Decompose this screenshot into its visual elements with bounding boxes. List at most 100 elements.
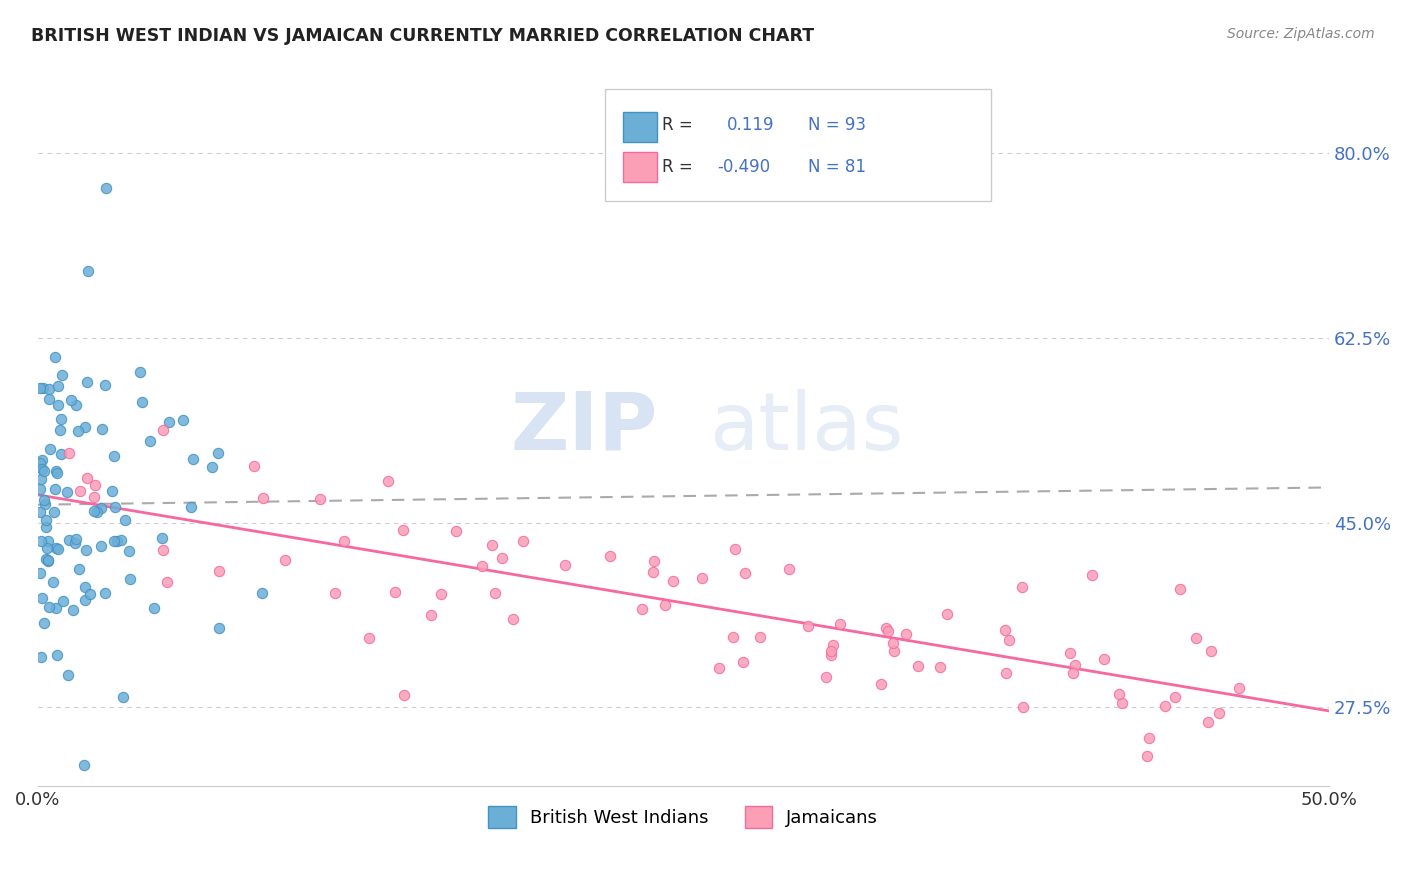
- Point: [34, 616, 56, 631]
- Point: [392, 688, 415, 702]
- Point: [45, 464, 67, 478]
- Point: [830, 617, 852, 632]
- Point: [690, 571, 713, 585]
- Text: 0.119: 0.119: [727, 116, 775, 134]
- Point: [1136, 749, 1159, 764]
- Point: [37, 533, 59, 548]
- Point: [75, 543, 97, 558]
- Point: [84, 477, 107, 491]
- Point: [599, 549, 621, 563]
- Point: [46, 466, 69, 480]
- Point: [1168, 582, 1191, 597]
- Point: [1137, 731, 1160, 746]
- Point: [325, 586, 347, 600]
- Text: Source: ZipAtlas.com: Source: ZipAtlas.com: [1227, 27, 1375, 41]
- Point: [1199, 644, 1222, 658]
- Point: [30, 482, 52, 496]
- Point: [797, 619, 820, 633]
- Point: [1227, 681, 1250, 695]
- Point: [56, 668, 79, 682]
- Point: [502, 611, 524, 625]
- Point: [30, 472, 52, 486]
- Point: [67, 562, 90, 576]
- Point: [1059, 646, 1081, 660]
- Point: [156, 575, 179, 590]
- Point: [32, 464, 55, 478]
- Point: [48, 542, 70, 557]
- Point: [30, 566, 52, 580]
- Point: [35, 551, 58, 566]
- Point: [1111, 696, 1133, 710]
- Point: [44, 350, 66, 364]
- Point: [631, 602, 654, 616]
- Point: [31, 453, 53, 467]
- Point: [52, 594, 75, 608]
- Point: [86, 505, 108, 519]
- Point: [420, 608, 443, 623]
- Point: [46, 379, 69, 393]
- Point: [201, 459, 224, 474]
- Point: [152, 423, 174, 437]
- Point: [65, 533, 87, 547]
- Point: [707, 661, 730, 675]
- Point: [491, 551, 513, 566]
- Point: [59, 393, 82, 408]
- Point: [51, 368, 73, 383]
- Point: [207, 446, 229, 460]
- Point: [208, 564, 231, 578]
- Point: [38, 392, 60, 406]
- Point: [118, 572, 141, 586]
- Point: [643, 554, 665, 568]
- Text: N = 81: N = 81: [808, 158, 866, 176]
- Point: [870, 677, 893, 691]
- Point: [39, 442, 62, 457]
- Point: [56, 485, 79, 500]
- Point: [1163, 690, 1185, 704]
- Point: [42, 574, 65, 589]
- Point: [471, 558, 494, 573]
- Point: [44, 482, 66, 496]
- Point: [994, 624, 1017, 638]
- Point: [45, 648, 67, 663]
- Point: [274, 553, 297, 567]
- Point: [1185, 631, 1208, 645]
- Point: [1012, 699, 1035, 714]
- Point: [392, 523, 415, 537]
- Point: [430, 587, 453, 601]
- Point: [139, 434, 162, 448]
- Point: [83, 504, 105, 518]
- Point: [876, 624, 898, 638]
- Point: [554, 558, 576, 572]
- Point: [105, 534, 128, 549]
- Point: [30, 382, 52, 396]
- Point: [1092, 651, 1115, 665]
- Point: [30, 534, 52, 549]
- Point: [46, 398, 69, 412]
- Point: [94, 586, 117, 600]
- Point: [662, 574, 685, 588]
- Point: [32, 492, 55, 507]
- Point: [181, 451, 204, 466]
- Point: [35, 519, 58, 533]
- Point: [45, 601, 67, 615]
- Point: [778, 562, 800, 576]
- Text: atlas: atlas: [709, 389, 904, 467]
- Text: R =: R =: [662, 158, 693, 176]
- Point: [73, 758, 96, 772]
- Point: [484, 586, 506, 600]
- Point: [875, 621, 897, 635]
- Point: [118, 543, 141, 558]
- Point: [1154, 699, 1177, 714]
- Point: [820, 644, 842, 658]
- Point: [883, 644, 905, 658]
- Point: [820, 648, 842, 663]
- Point: [90, 500, 112, 515]
- Point: [42, 505, 65, 519]
- Point: [38, 600, 60, 615]
- Point: [150, 531, 173, 545]
- Point: [384, 585, 406, 599]
- Point: [721, 630, 744, 644]
- Point: [749, 630, 772, 644]
- Point: [446, 524, 468, 538]
- Point: [724, 541, 747, 556]
